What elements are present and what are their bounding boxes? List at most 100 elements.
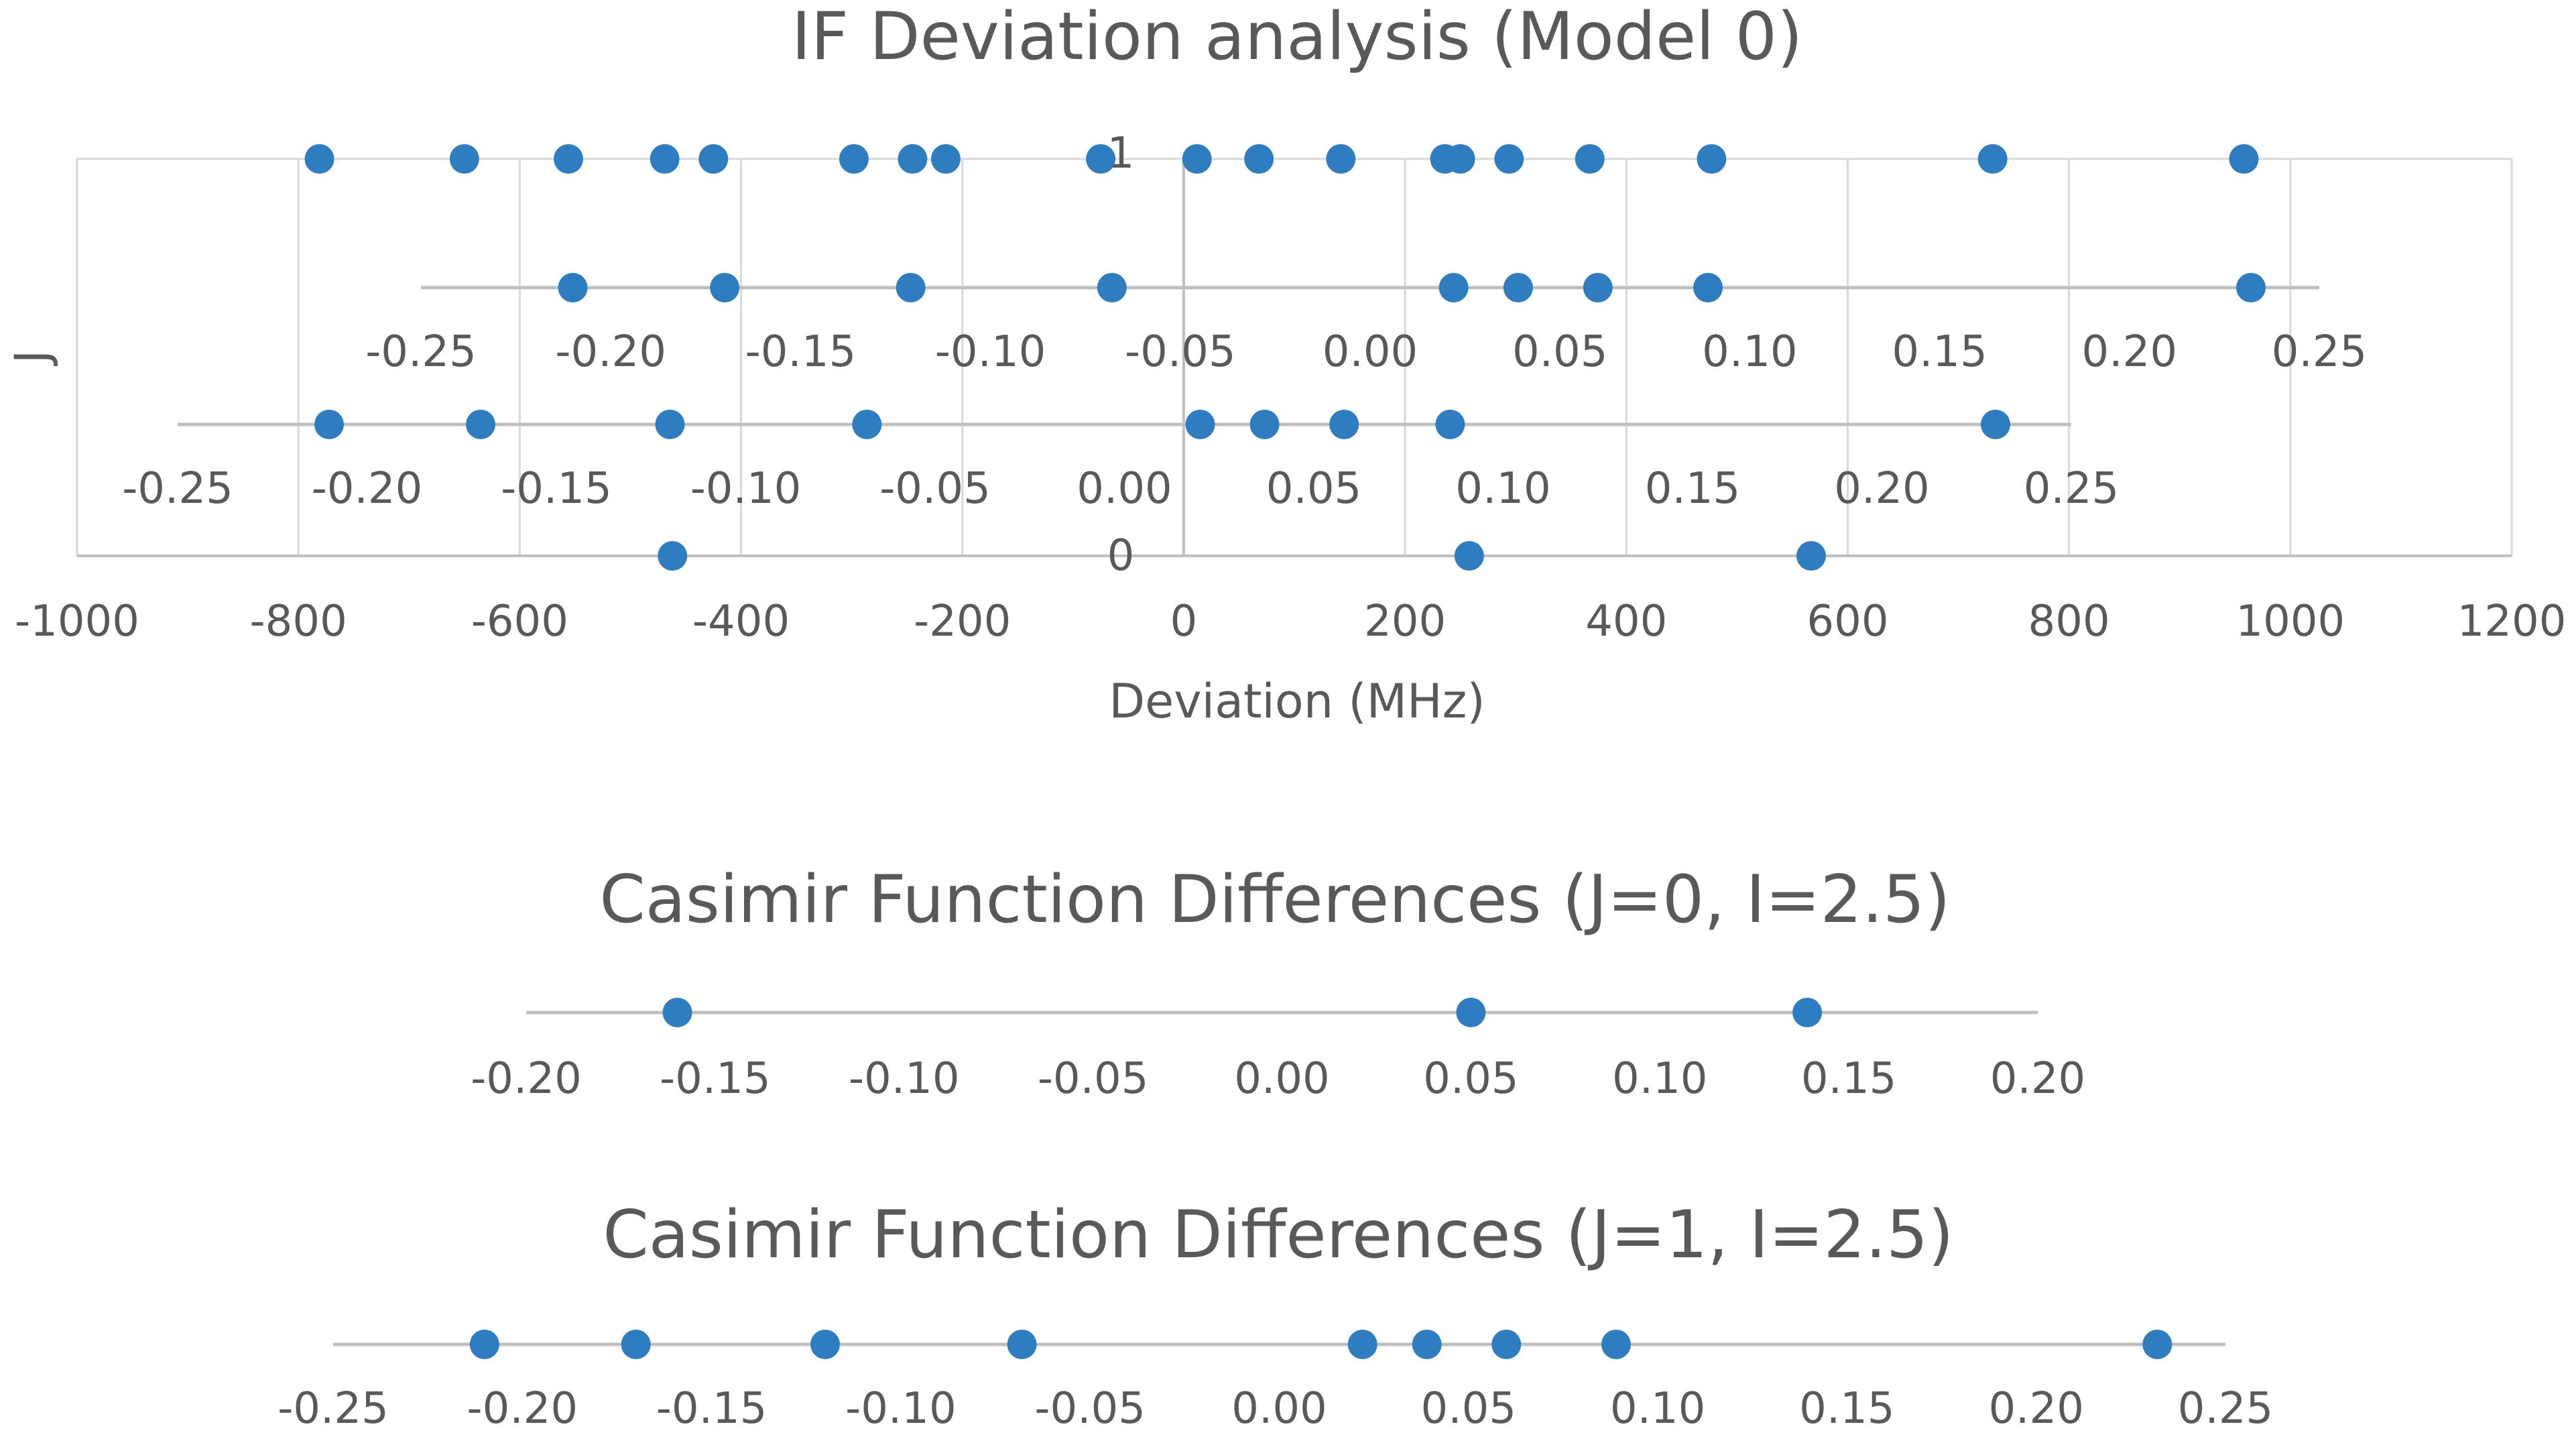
data-point	[1583, 273, 1613, 302]
data-point-j0	[658, 541, 688, 571]
data-point	[710, 273, 740, 302]
tick-label: -0.15	[745, 327, 857, 377]
tick-label: -0.20	[471, 1054, 582, 1104]
data-point	[1456, 998, 1486, 1027]
casimir-j0-chart: Casimir Function Differences (J=0, I=2.5…	[471, 862, 2085, 1104]
x-tick-label: -400	[692, 597, 790, 646]
tick-label: -0.10	[935, 327, 1046, 377]
tick-label: 0.25	[2272, 327, 2368, 377]
data-point	[1491, 1330, 1522, 1359]
data-point	[1438, 273, 1469, 302]
casimir-j1-points	[469, 1330, 2172, 1359]
x-tick-label: -1000	[15, 597, 139, 646]
y-axis-title: J	[5, 350, 60, 367]
tick-label: -0.05	[1034, 1384, 1146, 1434]
casimir-j1-title: Casimir Function Differences (J=1, I=2.5…	[603, 1197, 1953, 1273]
tick-label: -0.10	[690, 464, 802, 514]
x-tick-label: 800	[2028, 597, 2110, 646]
main-chart: IF Deviation analysis (Model 0) -1000 -80…	[5, 0, 2566, 729]
tick-label: -0.20	[467, 1384, 578, 1434]
tick-label: -0.05	[1125, 327, 1236, 377]
tick-label: 0.05	[1421, 1384, 1517, 1434]
x-tick-label: -800	[250, 597, 347, 646]
tick-label: 0.15	[1892, 327, 1987, 377]
tick-label: -0.25	[122, 464, 233, 514]
x-tick-label: 600	[1806, 597, 1888, 646]
tick-label: -0.20	[555, 327, 666, 377]
tick-label: 0.00	[1077, 464, 1172, 514]
data-point-j1	[839, 144, 869, 174]
data-point	[1412, 1330, 1442, 1359]
data-point	[810, 1330, 840, 1359]
tick-label: 0.10	[1455, 464, 1551, 514]
x-tick-label: 400	[1585, 597, 1667, 646]
tick-label: 0.10	[1702, 327, 1798, 377]
tick-label: -0.05	[879, 464, 991, 514]
data-point-j0	[1796, 541, 1826, 571]
tick-label: 0.05	[1512, 327, 1608, 377]
data-point	[558, 273, 588, 302]
tick-label: 0.25	[2024, 464, 2120, 514]
data-point	[1249, 410, 1280, 439]
data-point	[2236, 273, 2266, 302]
y-tick-label-0: 0	[1107, 531, 1135, 581]
data-point-j1	[930, 144, 961, 174]
tick-label: 0.05	[1266, 464, 1362, 514]
data-point-j1	[2229, 144, 2259, 174]
tick-label: 0.00	[1323, 327, 1418, 377]
tick-label: -0.25	[278, 1384, 389, 1434]
data-point	[2142, 1330, 2172, 1359]
tick-label: -0.15	[656, 1384, 768, 1434]
x-tick-label: 1000	[2235, 597, 2345, 646]
tick-label: 0.00	[1231, 1384, 1327, 1434]
data-point-j1	[1697, 144, 1727, 174]
x-tick-label: -600	[471, 597, 568, 646]
data-point-j1	[449, 144, 479, 174]
data-point-j0	[1454, 541, 1484, 571]
tick-label: 0.15	[1801, 1054, 1897, 1104]
tick-label: 0.25	[2178, 1384, 2274, 1434]
tick-label: -0.20	[312, 464, 423, 514]
data-point-j1	[554, 144, 584, 174]
overlay-j1-points	[558, 273, 2266, 302]
data-point	[1347, 1330, 1377, 1359]
gridlines	[297, 159, 2292, 556]
data-point	[1981, 410, 2010, 439]
data-point	[314, 410, 344, 439]
tick-label: 0.20	[2082, 327, 2178, 377]
main-data-points	[304, 144, 2259, 571]
tick-label: 0.00	[1234, 1054, 1330, 1104]
data-point-j1	[1182, 144, 1212, 174]
tick-label: 0.20	[1834, 464, 1930, 514]
overlay-j1-tick-labels: -0.25 -0.20 -0.15 -0.10 -0.05 0.00 0.05 0.10 0.1…	[365, 327, 2367, 377]
casimir-j0-title: Casimir Function Differences (J=0, I=2.5…	[599, 862, 1950, 938]
tick-label: 0.05	[1423, 1054, 1519, 1104]
data-point	[1601, 1330, 1631, 1359]
data-point-j1	[1977, 144, 2008, 174]
data-point	[1185, 410, 1215, 439]
x-axis-title: Deviation (MHz)	[1109, 674, 1485, 729]
data-point	[469, 1330, 499, 1359]
tick-label: -0.15	[501, 464, 612, 514]
tick-label: -0.05	[1038, 1054, 1149, 1104]
data-point	[896, 273, 926, 302]
data-point	[1435, 410, 1465, 439]
tick-label: 0.10	[1610, 1384, 1706, 1434]
data-point-j1	[1445, 144, 1475, 174]
casimir-j0-tick-labels: -0.20 -0.15 -0.10 -0.05 0.00 0.05 0.10 0.15 0.20	[471, 1054, 2085, 1104]
data-point-j1	[898, 144, 928, 174]
tick-label: 0.20	[1990, 1054, 2086, 1104]
data-point-j1	[304, 144, 334, 174]
tick-label: 0.15	[1799, 1384, 1895, 1434]
overlay-j0-tick-labels: -0.25 -0.20 -0.15 -0.10 -0.05 0.00 0.05 0.10 0.1…	[122, 464, 2119, 514]
data-point-j1	[1494, 144, 1524, 174]
tick-label: 0.20	[1988, 1384, 2084, 1434]
data-point	[662, 998, 692, 1027]
data-point	[1792, 998, 1823, 1027]
overlay-strip-j0: -0.25 -0.20 -0.15 -0.10 -0.05 0.00 0.05 0.10 0.1…	[122, 410, 2119, 514]
tick-label: 0.10	[1612, 1054, 1708, 1104]
overlay-j0-points	[314, 410, 2010, 439]
data-point	[1503, 273, 1533, 302]
tick-label: -0.10	[845, 1384, 957, 1434]
